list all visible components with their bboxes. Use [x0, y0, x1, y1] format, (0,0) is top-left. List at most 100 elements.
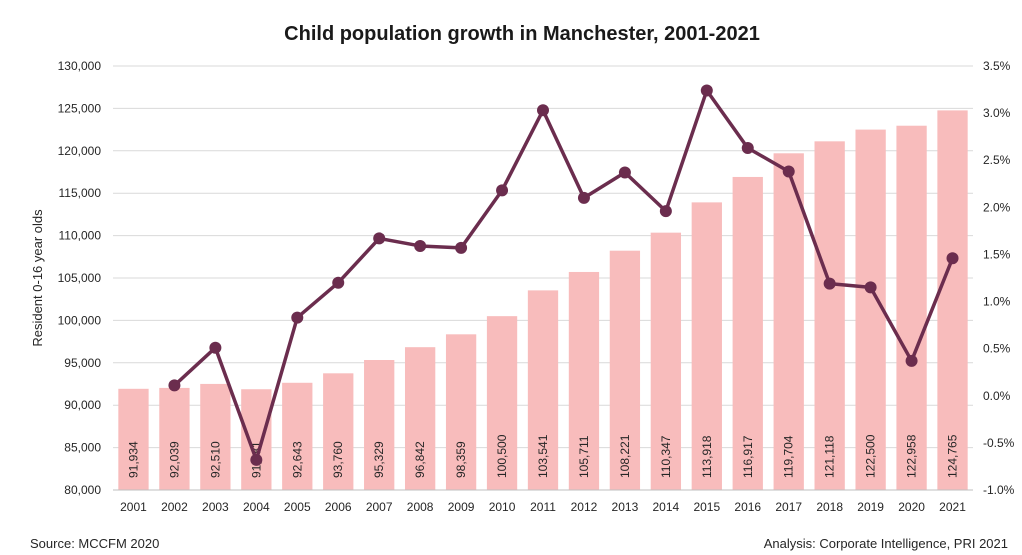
bar-value-label: 122,958	[905, 434, 919, 478]
bar-2015	[691, 202, 722, 490]
bar-value-label: 124,765	[946, 434, 960, 478]
bar-2012	[568, 271, 600, 490]
growth-point	[823, 277, 836, 290]
bar-2009	[445, 334, 477, 490]
x-tick-label: 2006	[325, 500, 352, 514]
bar-value-label: 105,711	[577, 435, 591, 478]
y-tick-label: 95,000	[64, 356, 101, 370]
source-note: Source: MCCFM 2020	[30, 536, 160, 551]
analysis-note: Analysis: Corporate Intelligence, PRI 20…	[763, 536, 1008, 551]
bar-2019	[855, 129, 886, 490]
growth-point	[209, 341, 222, 354]
bar-value-label: 119,704	[782, 435, 796, 478]
x-tick-label: 2007	[366, 500, 393, 514]
growth-point	[577, 191, 590, 204]
bar-2017	[773, 153, 804, 491]
bar-2014	[650, 232, 682, 490]
growth-point	[496, 184, 509, 197]
y-tick-label: 110,000	[59, 229, 102, 243]
x-axis: 2001 2002 2003 2004 2005 2006 2007 2008 2009 2010…	[113, 489, 973, 514]
bar-value-label: 122,500	[864, 434, 878, 478]
x-tick-label: 2020	[898, 500, 925, 514]
bar-2007	[364, 360, 395, 490]
x-tick-label: 2014	[653, 500, 680, 514]
x-tick-label: 2003	[202, 500, 229, 514]
growth-point	[373, 232, 386, 245]
chart-title: Child population growth in Manchester, 2…	[284, 23, 760, 45]
bar-2021	[937, 110, 968, 491]
x-tick-label: 2009	[448, 500, 475, 514]
growth-point	[455, 241, 468, 254]
y2-tick-label: 1.5%	[983, 247, 1011, 261]
y-tick-label: 100,000	[58, 313, 102, 327]
x-tick-label: 2005	[284, 500, 311, 514]
y2-tick-label: 2.5%	[983, 153, 1011, 167]
bar-2016	[732, 176, 763, 490]
bar-2008	[404, 347, 436, 490]
growth-point	[537, 104, 549, 117]
bar-value-label: 100,500	[495, 434, 509, 478]
x-tick-label: 2018	[816, 500, 843, 514]
bar-2004	[241, 389, 272, 490]
bar-2010	[486, 316, 518, 490]
y2-tick-label: 3.0%	[983, 106, 1011, 120]
bar-value-label: 113,918	[700, 435, 714, 478]
x-tick-label: 2017	[775, 500, 802, 514]
y-tick-label: 90,000	[64, 398, 101, 412]
x-tick-label: 2021	[939, 500, 966, 514]
bar-value-label: 103,541	[536, 434, 550, 478]
bar-2001	[118, 388, 149, 490]
x-tick-label: 2019	[857, 500, 884, 514]
y2-tick-label: 0.0%	[983, 389, 1011, 403]
growth-line	[168, 84, 959, 466]
y-tick-label: 120,000	[58, 144, 102, 158]
growth-point	[414, 239, 427, 252]
x-tick-label: 2010	[489, 500, 516, 514]
growth-point	[168, 379, 181, 392]
y-tick-label: 105,000	[58, 271, 102, 285]
growth-point	[659, 205, 672, 218]
bar-value-label: 121,118	[823, 435, 837, 478]
right-y-axis: -1.0% -0.5% 0.0% 0.5% 1.0% 1.5% 2.0% 2.5% 3.0% 3.…	[983, 59, 1015, 497]
x-tick-label: 2011	[530, 500, 556, 514]
growth-point	[332, 276, 345, 289]
bar-2006	[323, 373, 354, 490]
bar-value-label: 91,934	[126, 441, 140, 478]
y2-tick-label: 2.0%	[983, 200, 1011, 214]
growth-point	[782, 165, 795, 178]
x-tick-label: 2012	[571, 500, 598, 514]
growth-point	[250, 453, 263, 466]
growth-point	[291, 311, 304, 324]
growth-point	[905, 354, 918, 367]
y2-tick-label: -0.5%	[983, 436, 1015, 450]
bar-value-label: 92,510	[208, 441, 222, 478]
growth-point	[946, 252, 959, 265]
growth-point	[700, 84, 713, 97]
y-tick-label: 115,000	[59, 186, 102, 200]
left-y-axis: 80,000 85,000 90,000 95,000 100,000 105,000 11…	[58, 59, 102, 497]
y2-tick-label: 1.0%	[983, 295, 1011, 309]
bar-value-labels: 91,93492,03992,51091,88192,64393,76095,3…	[126, 434, 959, 478]
bar-value-label: 92,643	[290, 441, 304, 478]
bar-2013	[609, 250, 641, 490]
y-tick-label: 85,000	[64, 441, 101, 455]
bar-value-label: 96,842	[413, 441, 427, 478]
x-tick-label: 2015	[693, 500, 720, 514]
bar-2018	[814, 141, 845, 490]
y2-tick-label: 0.5%	[983, 342, 1011, 356]
bars	[118, 110, 968, 491]
bar-value-label: 108,221	[618, 434, 632, 478]
y2-tick-label: 3.5%	[983, 59, 1011, 73]
bar-value-label: 116,917	[741, 435, 755, 478]
bar-2005	[282, 382, 313, 490]
x-tick-label: 2004	[243, 500, 270, 514]
bar-2011	[527, 290, 559, 490]
growth-point	[741, 141, 754, 154]
growth-point	[618, 166, 631, 179]
bar-2002	[159, 387, 190, 490]
y-tick-label: 130,000	[58, 59, 102, 73]
bar-value-label: 110,347	[659, 435, 673, 478]
x-tick-label: 2016	[734, 500, 761, 514]
growth-point	[864, 281, 877, 294]
